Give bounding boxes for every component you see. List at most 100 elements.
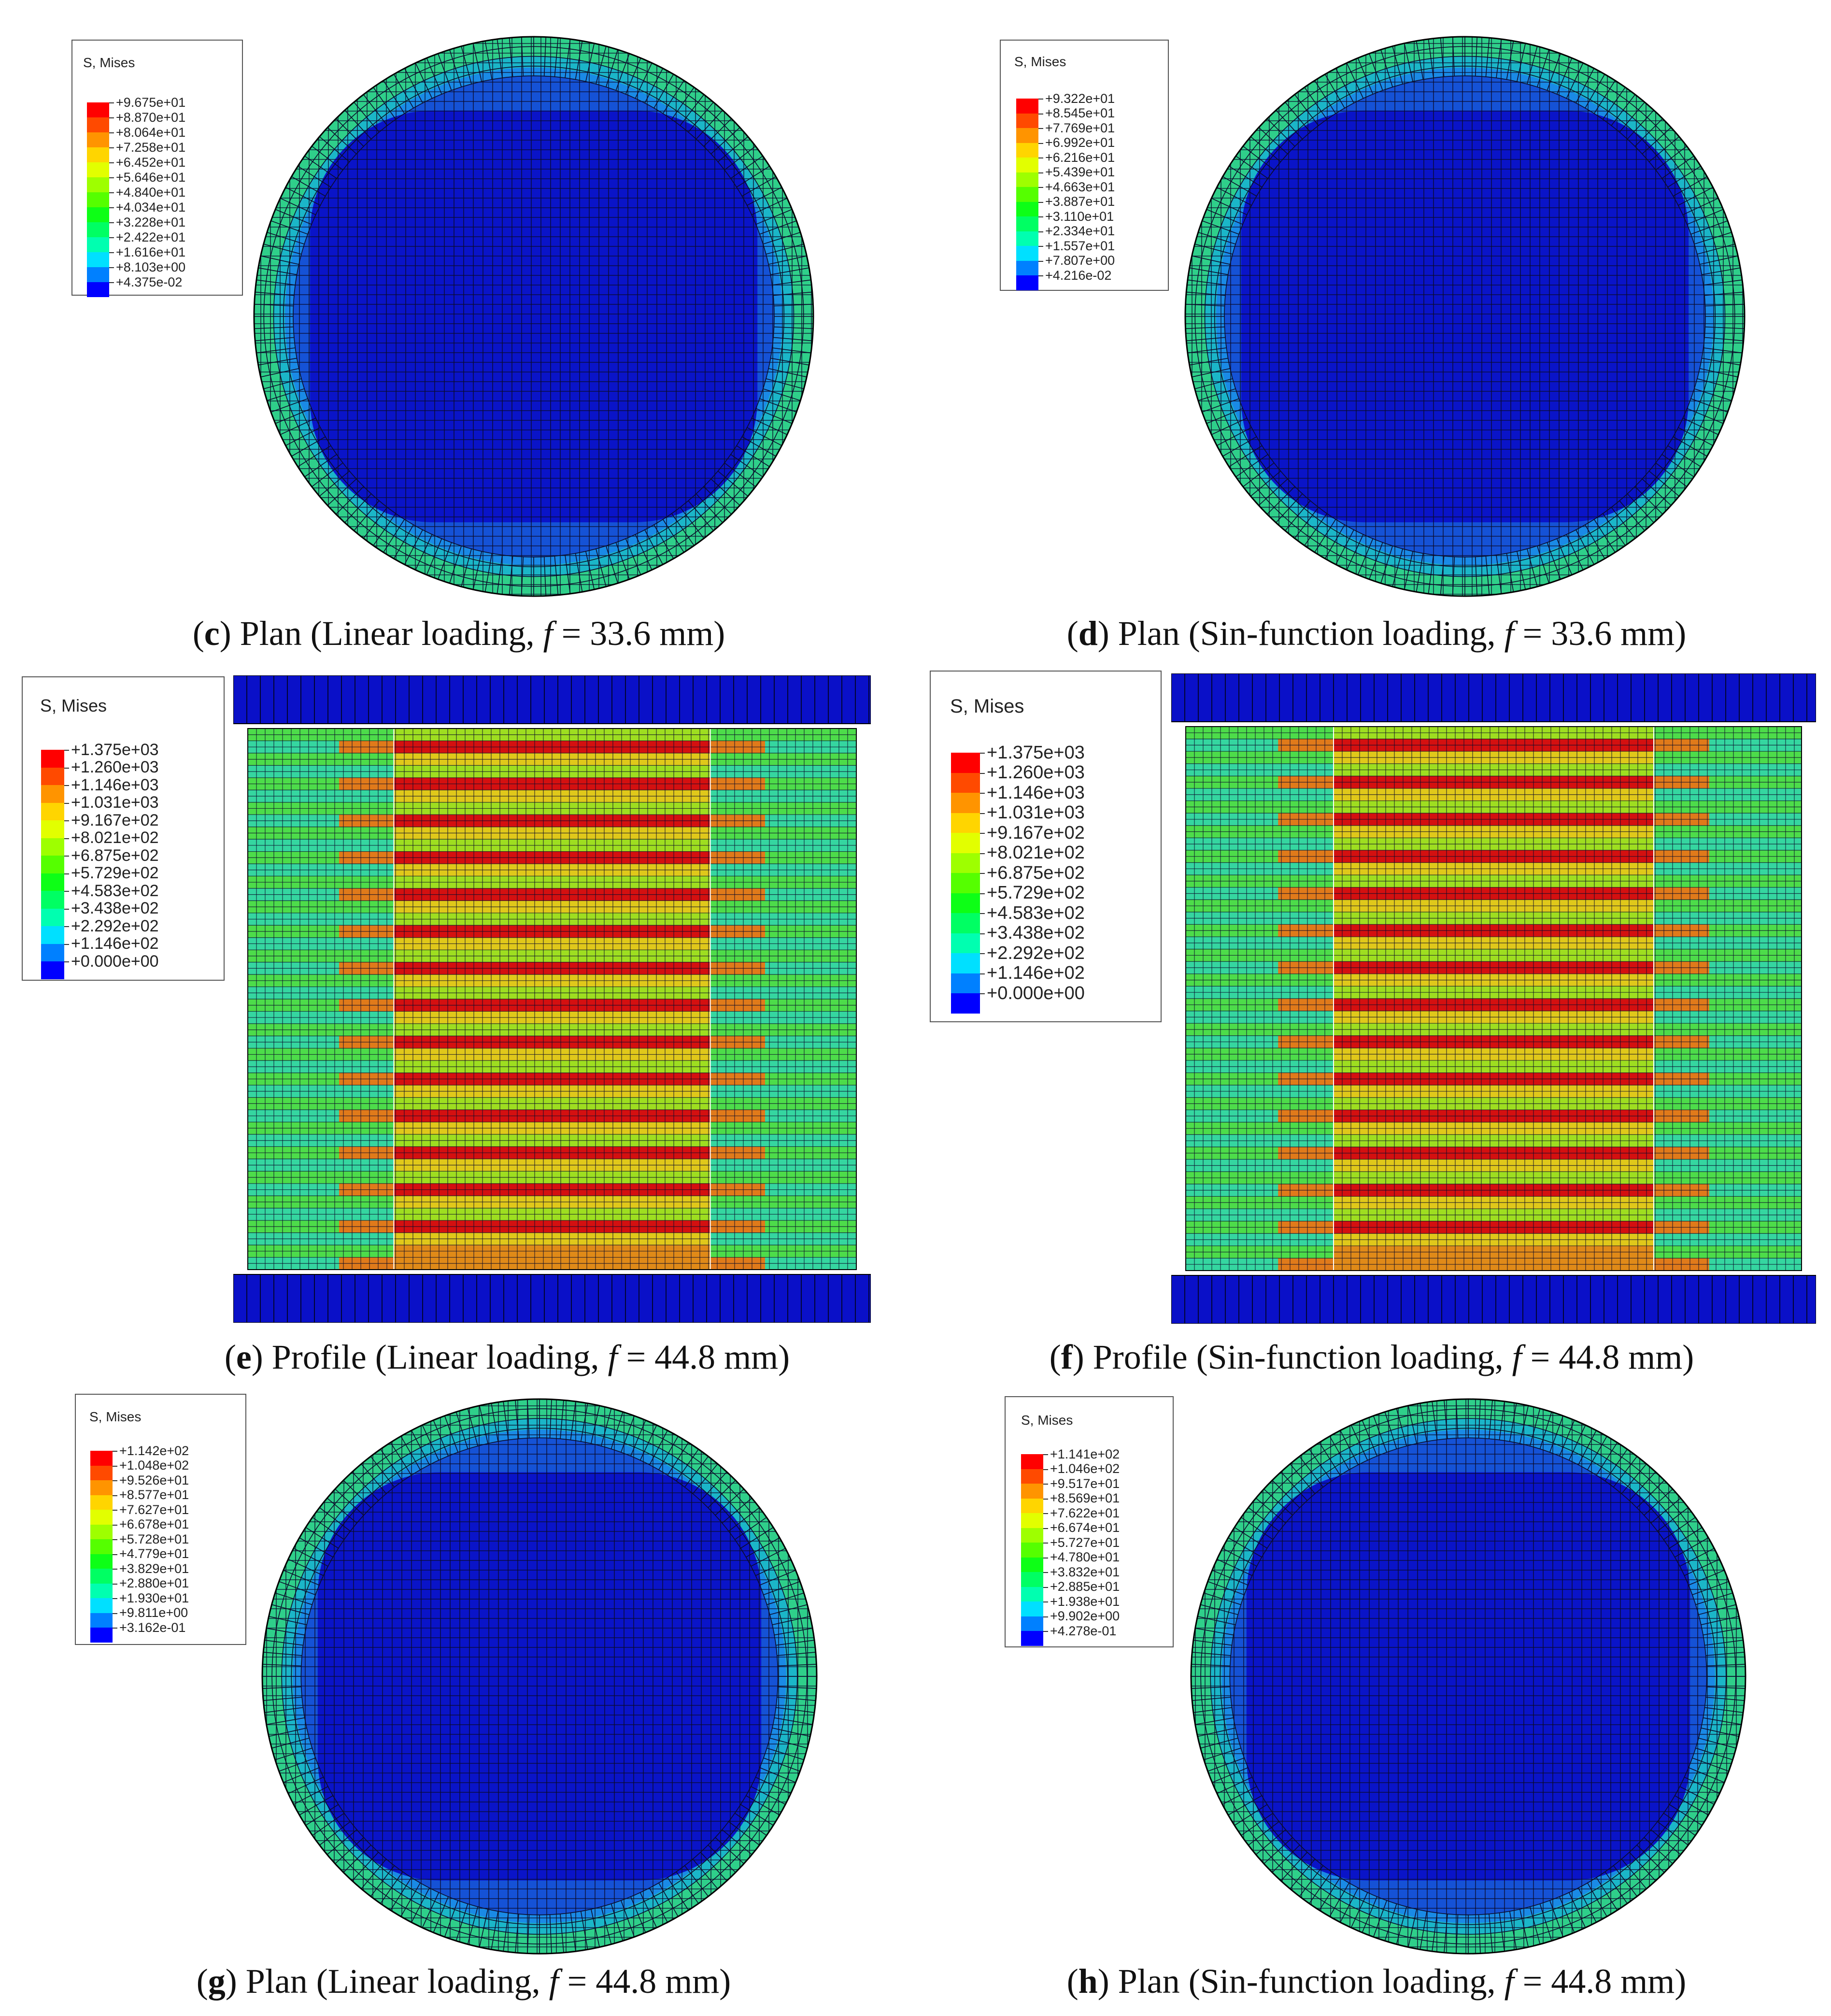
legend-swatch xyxy=(87,192,109,207)
legend-tick xyxy=(64,944,69,945)
legend-value: +9.902e+00 xyxy=(1050,1609,1120,1623)
legend-value: +2.292e+02 xyxy=(71,916,159,935)
profile-view-f xyxy=(1171,673,1816,1324)
legend-value: +2.422e+01 xyxy=(116,229,186,244)
legend-swatch xyxy=(87,162,109,177)
legend-row: +1.141e+02 xyxy=(1021,1447,1120,1469)
legend-row: +3.887e+01 xyxy=(1016,194,1115,216)
legend-row: +9.526e+01 xyxy=(90,1473,189,1495)
legend-tick xyxy=(109,132,114,133)
caption-f: (f) Profile (Sin-function loading, f = 4… xyxy=(1049,1338,1694,1376)
legend-f: S, Mises +1.375e+03 +1.260e+03 +1.146e+03 +… xyxy=(930,671,1162,1022)
legend-tick xyxy=(980,833,985,834)
legend-row: +4.034e+01 xyxy=(87,200,185,222)
legend-row: +9.675e+01 xyxy=(87,95,185,117)
legend-tick xyxy=(113,1598,117,1599)
legend-row: +4.779e+01 xyxy=(90,1546,189,1569)
legend-value: +4.840e+01 xyxy=(116,185,186,200)
legend-swatch xyxy=(1016,231,1038,246)
legend-row: +7.627e+01 xyxy=(90,1502,189,1525)
legend-swatch xyxy=(1016,275,1038,290)
legend-tick xyxy=(980,913,985,914)
legend-row: +9.322e+01 xyxy=(1016,91,1115,114)
legend-title: S, Mises xyxy=(40,696,107,715)
legend-swatch xyxy=(87,147,109,162)
core-region xyxy=(310,110,758,523)
legend-value: +8.103e+00 xyxy=(116,259,186,274)
legend-row: +9.517e+01 xyxy=(1021,1476,1120,1499)
legend-row: +1.375e+03 xyxy=(951,743,1085,773)
legend-swatch xyxy=(87,102,109,117)
legend-row: +4.583e+02 xyxy=(951,903,1085,933)
legend-value: +8.021e+02 xyxy=(987,843,1085,863)
legend-tick xyxy=(109,162,114,163)
legend-swatch xyxy=(1016,187,1038,202)
legend-value: +3.110e+01 xyxy=(1045,209,1114,224)
legend-value: +3.438e+02 xyxy=(987,923,1085,943)
outline xyxy=(247,728,857,1270)
legend-value: +4.780e+01 xyxy=(1050,1550,1120,1564)
legend-swatch xyxy=(951,772,980,793)
legend-value: +1.260e+03 xyxy=(71,758,159,776)
legend-value: +5.728e+01 xyxy=(119,1531,189,1546)
legend-tick xyxy=(980,772,985,774)
legend-row: +1.557e+01 xyxy=(1016,239,1115,261)
legend-value: +9.811e+00 xyxy=(119,1605,188,1620)
legend-row: +3.829e+01 xyxy=(90,1561,189,1584)
legend-tick xyxy=(1038,143,1043,144)
legend-rows: +1.142e+02 +1.048e+02 +9.526e+01 +8.577e+01… xyxy=(90,1444,189,1643)
legend-swatch xyxy=(1021,1454,1043,1469)
legend-value: +8.021e+02 xyxy=(71,829,159,847)
legend-tick xyxy=(1043,1469,1048,1470)
legend-row: +6.452e+01 xyxy=(87,155,185,177)
legend-value: +0.000e+00 xyxy=(71,952,159,971)
legend-swatch xyxy=(1021,1543,1043,1558)
legend-tick xyxy=(1038,201,1043,203)
legend-tick xyxy=(1043,1454,1048,1455)
legend-value: +3.438e+02 xyxy=(71,899,159,917)
legend-swatch xyxy=(41,961,64,979)
legend-g: S, Mises +1.142e+02 +1.048e+02 +9.526e+01 +… xyxy=(75,1394,246,1645)
legend-swatch xyxy=(951,853,980,873)
legend-tick xyxy=(1038,216,1043,217)
legend-swatch xyxy=(1021,1601,1043,1616)
legend-row: +1.146e+02 xyxy=(951,963,1085,993)
legend-value: +9.675e+01 xyxy=(116,95,186,110)
legend-tick xyxy=(1038,128,1043,129)
legend-rows: +1.141e+02 +1.046e+02 +9.517e+01 +8.569e+01… xyxy=(1021,1447,1120,1646)
legend-swatch xyxy=(41,926,64,944)
legend-swatch xyxy=(90,1613,113,1628)
legend-tick xyxy=(1043,1528,1048,1529)
legend-rows: +9.322e+01 +8.545e+01 +7.769e+01 +6.992e+01… xyxy=(1016,91,1115,290)
legend-value: +8.545e+01 xyxy=(1045,106,1115,120)
legend-row: +5.729e+02 xyxy=(41,864,159,891)
ring-mesh xyxy=(1191,1399,1746,1954)
legend-tick xyxy=(64,908,69,910)
legend-row: +4.278e-01 xyxy=(1021,1624,1120,1646)
legend-swatch xyxy=(90,1510,113,1525)
legend-swatch xyxy=(951,933,980,953)
legend-row: +6.216e+01 xyxy=(1016,150,1115,172)
legend-value: +7.622e+01 xyxy=(1050,1505,1120,1520)
legend-tick xyxy=(113,1613,117,1614)
legend-swatch xyxy=(90,1524,113,1539)
legend-value: +1.146e+03 xyxy=(987,782,1085,803)
legend-value: +1.375e+03 xyxy=(71,740,159,759)
legend-row: +6.678e+01 xyxy=(90,1517,189,1539)
legend-tick xyxy=(113,1539,117,1540)
ring-mesh xyxy=(254,36,814,597)
legend-row: +1.930e+01 xyxy=(90,1591,189,1613)
legend-tick xyxy=(1043,1572,1048,1573)
legend-row: +1.142e+02 xyxy=(90,1444,189,1466)
legend-value: +0.000e+00 xyxy=(987,983,1085,1003)
legend-row: +6.875e+02 xyxy=(41,846,159,873)
legend-tick xyxy=(113,1554,117,1555)
legend-row: +7.258e+01 xyxy=(87,140,185,162)
legend-swatch xyxy=(87,177,109,192)
legend-swatch xyxy=(87,237,109,252)
legend-tick xyxy=(980,853,985,854)
plan-view-c xyxy=(253,36,814,597)
legend-row: +1.616e+01 xyxy=(87,245,185,267)
legend-row: +3.110e+01 xyxy=(1016,209,1115,231)
legend-swatch xyxy=(41,856,64,873)
